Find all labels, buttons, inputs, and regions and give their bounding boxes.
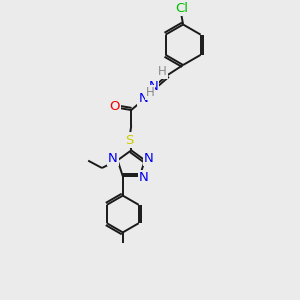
Text: N: N [148, 80, 158, 93]
Text: S: S [125, 134, 134, 146]
Text: N: N [139, 171, 148, 184]
Text: Cl: Cl [175, 2, 188, 15]
Text: N: N [138, 92, 148, 105]
Text: H: H [146, 86, 154, 99]
Text: H: H [158, 65, 167, 78]
Text: N: N [144, 152, 154, 165]
Text: O: O [110, 100, 120, 113]
Text: N: N [108, 152, 118, 165]
